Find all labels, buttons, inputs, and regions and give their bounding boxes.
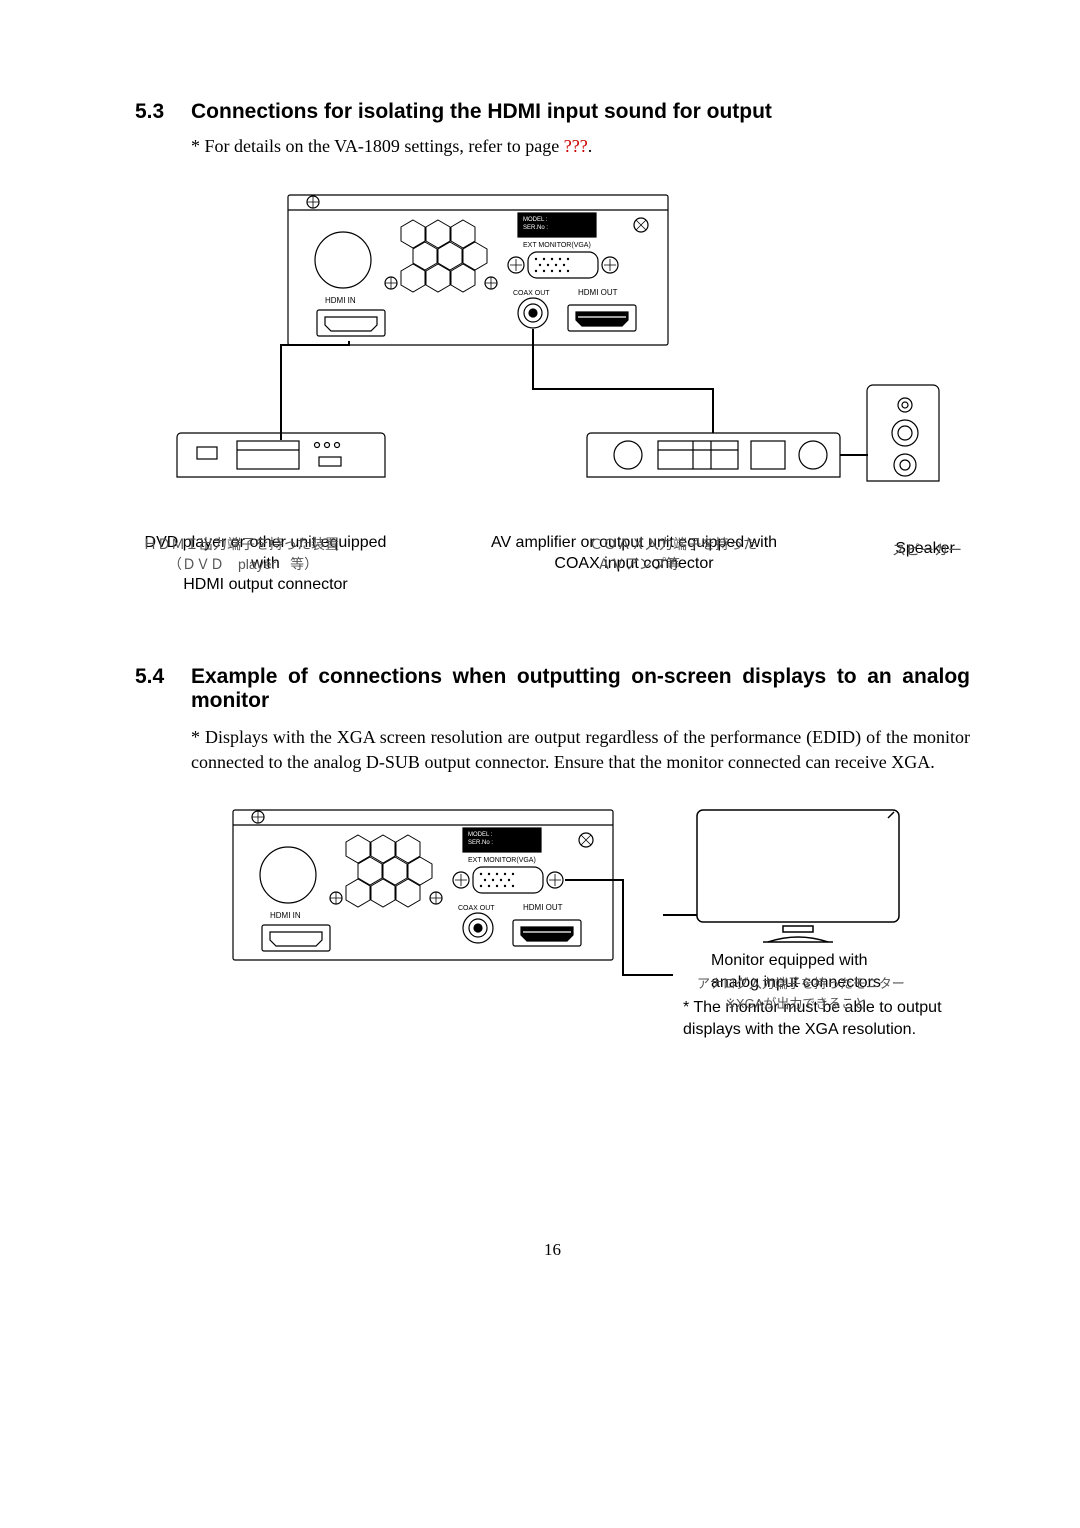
caption-monitor: Monitor equipped with アナログ入力端子を持ったモニター a… [711,950,963,1040]
label-hdmi-in-2: HDMI IN [270,911,301,920]
diagram-1: MODEL : SER.No : EXT MONITOR(VGA) HDMI I… [173,185,970,595]
caption-speaker: スピーカー Speaker [880,533,970,595]
section-number-53: 5.3 [135,100,191,124]
section-title-53: Connections for isolating the HDMI input… [191,100,970,124]
label-model-2: MODEL : [468,832,493,838]
diagram-2-device: MODEL : SER.No : EXT MONITOR(VGA) HDMI I… [173,800,673,1000]
caption-dvd-jp2: （ＤＶＤ player 等） [168,555,318,573]
label-hdmi-out-2: HDMI OUT [523,903,563,912]
body-note-54: * Displays with the XGA screen resolutio… [191,725,970,774]
section-number-54: 5.4 [135,665,191,713]
note-53-prefix: * For details on the VA-1809 settings, r… [191,136,564,156]
page-number: 16 [135,1240,970,1260]
label-model: MODEL : [523,217,548,223]
caption-speaker-jp: スピーカー [892,541,962,559]
caption-monitor-l1: Monitor equipped with [711,950,963,972]
label-coax-out: COAX OUT [513,290,550,297]
caption-dvd-jp: ＨＤＭＩ出力端子を持った装置 [143,535,339,553]
caption-av-jp1: ＣＯＡＸ入力端子を持った [589,535,757,553]
label-coax-out-2: COAX OUT [458,905,495,912]
caption-monitor-jp2: ※XGAが出力できること [725,995,867,1013]
note-53: * For details on the VA-1809 settings, r… [191,136,970,157]
diagram-2-monitor [663,800,923,950]
label-ext-monitor-2: EXT MONITOR(VGA) [468,857,536,864]
caption-dvd-player: ＨＤＭＩ出力端子を持った装置 DVD player or other unit … [143,533,388,595]
label-ser-2: SER.No : [468,840,493,846]
note-53-red: ??? [564,136,588,156]
caption-monitor-jp: アナログ入力端子を持ったモニター [697,975,905,993]
caption-av-amp: ＣＯＡＸ入力端子を持った AV amplifier or output unit… [489,533,779,595]
label-ext-monitor: EXT MONITOR(VGA) [523,242,591,249]
section-title-54: Example of connections when outputting o… [191,665,970,713]
note-53-suffix: . [588,136,593,156]
caption-av-jp2: ＡＶアンプ等 [597,555,680,573]
label-hdmi-out: HDMI OUT [578,288,618,297]
label-hdmi-in: HDMI IN [325,296,356,305]
caption-dvd-l2: HDMI output connector [183,576,348,593]
label-ser: SER.No : [523,225,548,231]
